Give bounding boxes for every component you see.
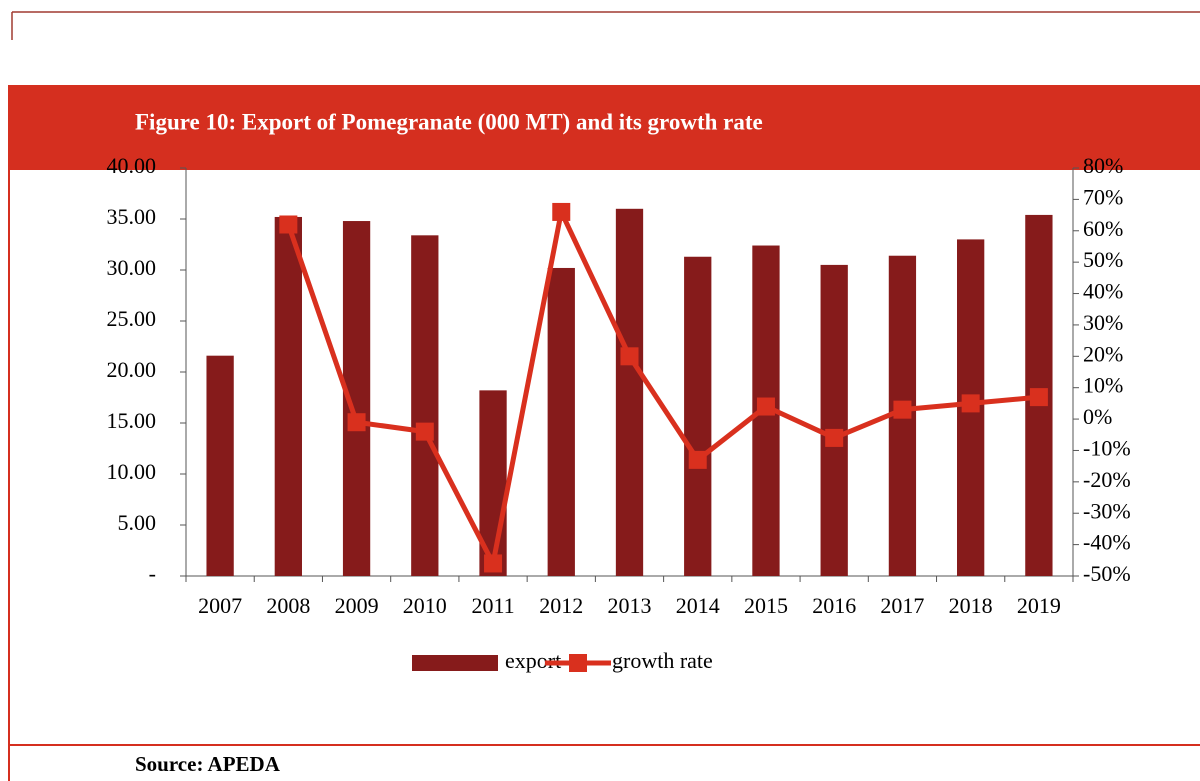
bar (411, 235, 439, 576)
x-tick-label: 2010 (403, 593, 447, 618)
legend-label: growth rate (612, 648, 713, 673)
y-tick-label: - (149, 561, 156, 586)
bar (274, 216, 302, 576)
y-tick-label: 10.00 (107, 459, 157, 484)
x-tick-label: 2011 (471, 593, 514, 618)
y-tick-label: 20.00 (107, 357, 157, 382)
x-tick-label: 2015 (744, 593, 788, 618)
y2-tick-label: -10% (1083, 436, 1131, 461)
y2-tick-label: -20% (1083, 467, 1131, 492)
line-marker (279, 215, 298, 234)
y-tick-label: 25.00 (107, 306, 157, 331)
line-marker (620, 347, 639, 366)
legend-swatch (412, 655, 498, 671)
y2-tick-label: 30% (1083, 310, 1123, 335)
legend-swatch-marker (569, 654, 587, 672)
x-tick-label: 2007 (198, 593, 242, 618)
y-tick-label: 30.00 (107, 255, 157, 280)
bar (615, 208, 644, 577)
line-marker (1029, 388, 1048, 407)
y-tick-label: 35.00 (107, 204, 157, 229)
line-marker (825, 428, 844, 447)
y2-tick-label: 40% (1083, 279, 1123, 304)
y2-tick-label: -40% (1083, 530, 1131, 555)
y2-tick-label: 0% (1083, 404, 1112, 429)
bar (547, 267, 575, 576)
bar (820, 264, 848, 576)
x-tick-label: 2009 (335, 593, 379, 618)
x-tick-label: 2014 (676, 593, 720, 618)
line-marker (347, 413, 366, 432)
x-tick-label: 2012 (539, 593, 583, 618)
line-marker (961, 394, 980, 413)
source-note: Source: APEDA (135, 752, 281, 776)
y2-tick-label: -30% (1083, 498, 1131, 523)
y-tick-label: 15.00 (107, 408, 157, 433)
line-marker (552, 202, 571, 221)
line-marker (484, 554, 503, 573)
x-tick-label: 2008 (266, 593, 310, 618)
y2-tick-label: 70% (1083, 184, 1123, 209)
y2-tick-label: -50% (1083, 561, 1131, 586)
y2-tick-label: 10% (1083, 373, 1123, 398)
y-tick-label: 5.00 (118, 510, 157, 535)
y2-tick-label: 60% (1083, 216, 1123, 241)
line-marker (688, 450, 707, 469)
y2-tick-label: 80% (1083, 153, 1123, 178)
line-marker (893, 400, 912, 419)
chart-title: Figure 10: Export of Pomegranate (000 MT… (135, 109, 763, 134)
x-tick-label: 2017 (880, 593, 924, 618)
bar (684, 256, 712, 576)
x-tick-label: 2019 (1017, 593, 1061, 618)
line (285, 209, 1040, 566)
y2-tick-label: 20% (1083, 341, 1123, 366)
x-tick-label: 2018 (949, 593, 993, 618)
bar (206, 355, 234, 576)
x-tick-label: 2016 (812, 593, 856, 618)
header-band (8, 85, 1200, 170)
y2-tick-label: 50% (1083, 247, 1123, 272)
y-tick-label: 40.00 (107, 153, 157, 178)
x-tick-label: 2013 (608, 593, 652, 618)
line-marker (415, 422, 434, 441)
line-marker (756, 397, 775, 416)
